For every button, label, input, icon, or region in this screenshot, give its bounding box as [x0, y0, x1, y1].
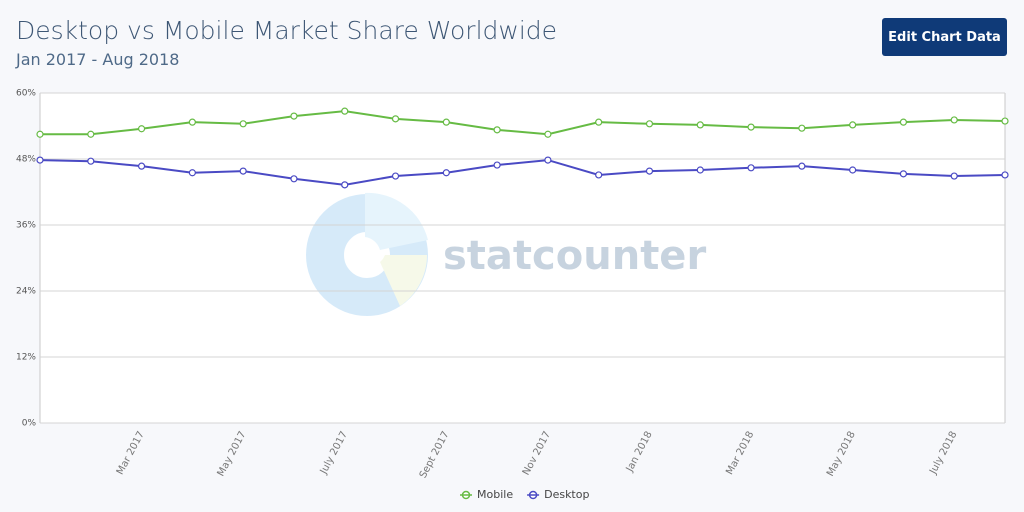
y-tick-label: 12% — [16, 353, 36, 363]
point — [849, 166, 857, 174]
legend-item: Mobile — [460, 488, 513, 501]
point — [341, 181, 349, 189]
point — [137, 125, 146, 133]
point — [493, 161, 501, 169]
legend-label: Mobile — [477, 488, 513, 501]
x-tick-label: Sept 2017 — [418, 430, 452, 481]
y-tick-label: 36% — [16, 221, 36, 231]
point — [798, 162, 806, 170]
point — [1001, 117, 1009, 125]
x-tick-label: Jan 2018 — [624, 430, 655, 475]
point — [188, 169, 196, 177]
plot-area — [40, 93, 1005, 423]
series-line — [40, 110, 1006, 136]
point — [36, 156, 44, 164]
point — [798, 124, 806, 132]
point — [391, 115, 400, 123]
point — [36, 130, 44, 138]
edit-button[interactable]: Edit Chart Data — [882, 18, 1007, 56]
point — [137, 162, 146, 170]
watermark-logo — [306, 192, 428, 316]
point — [290, 112, 298, 120]
x-tick-label: Nov 2017 — [521, 430, 553, 478]
point — [899, 170, 908, 178]
point — [696, 166, 704, 174]
point — [493, 126, 501, 134]
point — [442, 169, 450, 177]
point — [899, 118, 908, 126]
x-tick-label: Mar 2017 — [115, 430, 147, 477]
point — [391, 172, 400, 180]
x-tick-label: July 2018 — [927, 430, 959, 477]
legend-label: Desktop — [544, 488, 589, 501]
watermark: statcounter — [443, 233, 706, 279]
point — [595, 118, 603, 126]
series-line — [39, 159, 1006, 186]
y-tick-label: 24% — [16, 287, 36, 297]
point — [239, 167, 247, 175]
y-tick-label: 0% — [22, 419, 37, 429]
point — [87, 157, 95, 165]
x-tick-label: July 2017 — [318, 430, 350, 477]
point — [747, 123, 755, 131]
point — [442, 118, 450, 126]
point — [341, 107, 349, 115]
point — [645, 167, 654, 175]
point — [544, 156, 552, 164]
point — [645, 120, 654, 128]
point — [188, 118, 196, 126]
title: Desktop vs Mobile Market Share Worldwide — [16, 16, 558, 45]
point — [849, 121, 857, 129]
point — [950, 116, 958, 124]
point — [696, 121, 704, 129]
subtitle: Jan 2017 - Aug 2018 — [16, 50, 180, 69]
x-tick-label: Mar 2018 — [724, 430, 756, 477]
y-tick-label: 48% — [16, 155, 36, 165]
point — [1001, 171, 1009, 179]
point — [595, 171, 603, 179]
point — [544, 130, 552, 138]
point — [239, 120, 247, 128]
point — [87, 130, 95, 138]
point — [290, 175, 298, 183]
legend-item: Desktop — [527, 488, 589, 501]
y-tick-label: 60% — [16, 89, 36, 99]
x-tick-label: May 2018 — [825, 430, 858, 479]
point — [747, 164, 755, 172]
point — [950, 172, 958, 180]
x-tick-label: May 2017 — [216, 430, 249, 479]
